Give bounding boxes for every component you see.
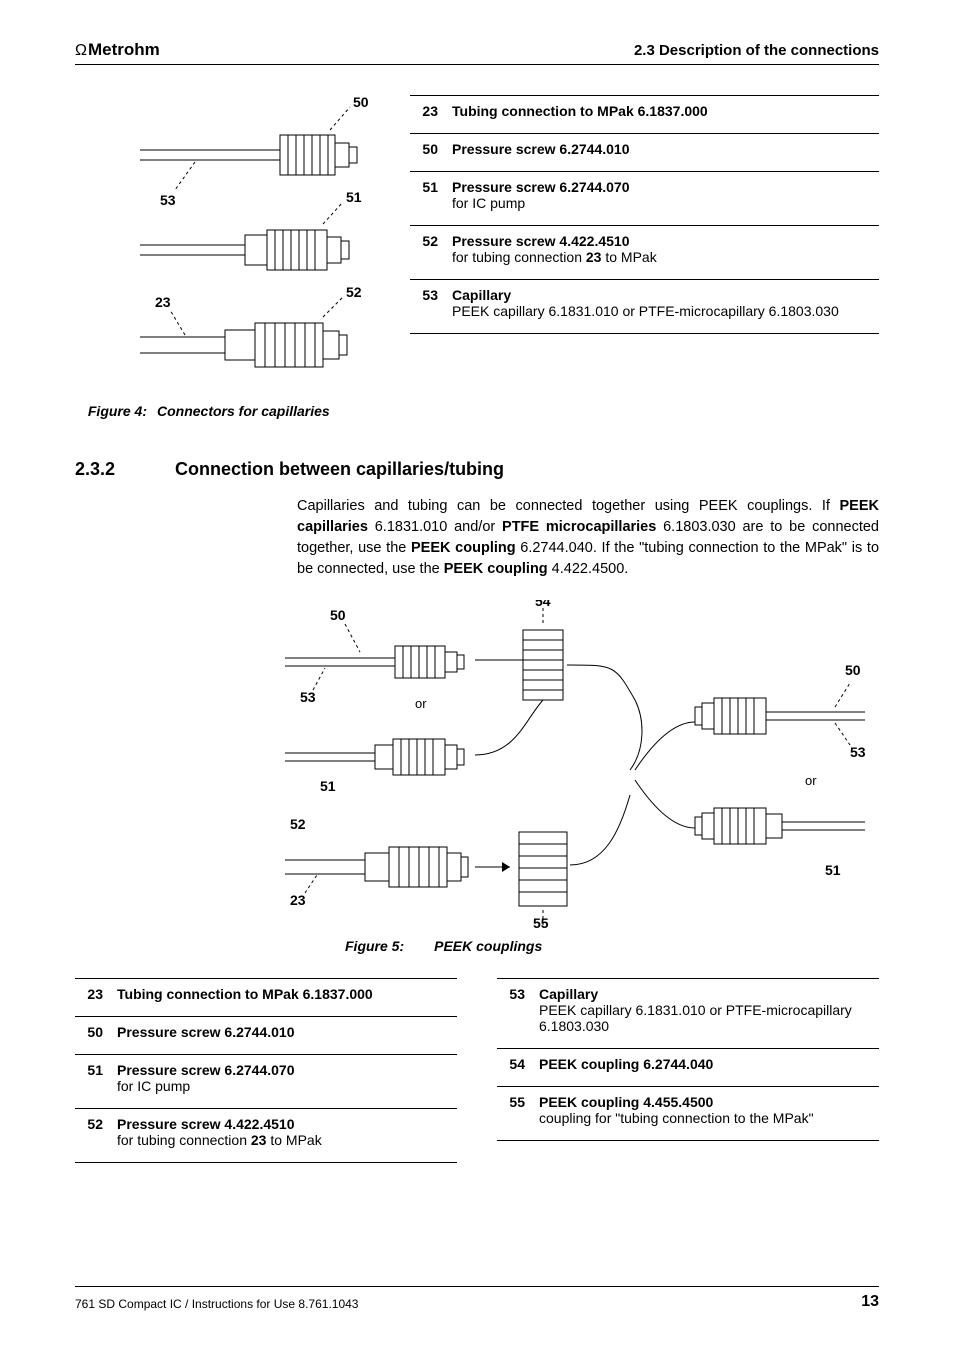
svg-text:50: 50 — [330, 607, 346, 623]
legend-num: 51 — [75, 1062, 103, 1094]
legend-item: 52 Pressure screw 4.422.4510 for tubing … — [410, 225, 879, 279]
svg-text:53: 53 — [850, 744, 866, 760]
figure4-caption: Figure 4: Connectors for capillaries — [75, 403, 375, 419]
svg-text:or: or — [805, 773, 817, 788]
section-232-title: Connection between capillaries/tubing — [175, 459, 504, 480]
legend-desc: for tubing connection 23 to MPak — [452, 249, 879, 265]
figure5-legend-right: 53 Capillary PEEK capillary 6.1831.010 o… — [497, 978, 879, 1163]
legend-item: 54 PEEK coupling 6.2744.040 — [497, 1048, 879, 1086]
legend-title: Pressure screw 6.2744.070 — [117, 1062, 457, 1078]
section-232-num: 2.3.2 — [75, 459, 135, 480]
fig4-label-53: 53 — [160, 192, 176, 208]
section-232-heading: 2.3.2 Connection between capillaries/tub… — [75, 459, 879, 480]
figure5-wrap: 50 53 or 51 — [275, 600, 879, 930]
legend-num: 52 — [410, 233, 438, 265]
svg-text:51: 51 — [825, 862, 841, 878]
legend-item: 50 Pressure screw 6.2744.010 — [410, 133, 879, 171]
figure5-legend-left: 23 Tubing connection to MPak 6.1837.000 … — [75, 978, 457, 1163]
connector-52: 52 23 — [140, 284, 362, 367]
legend-title: Tubing connection to MPak 6.1837.000 — [117, 986, 457, 1002]
figure4-column: 50 53 51 — [75, 95, 375, 419]
legend-num: 51 — [410, 179, 438, 211]
fig4-label-52: 52 — [346, 284, 362, 300]
legend-item: 23 Tubing connection to MPak 6.1837.000 — [75, 978, 457, 1016]
svg-text:or: or — [415, 696, 427, 711]
figure5-caption: Figure 5: PEEK couplings — [345, 938, 879, 954]
figure4-caption-text: Connectors for capillaries — [157, 403, 375, 419]
section-title: 2.3 Description of the connections — [634, 42, 879, 59]
figure4-row: 50 53 51 — [75, 95, 879, 419]
page-footer: 761 SD Compact IC / Instructions for Use… — [75, 1286, 879, 1311]
svg-text:52: 52 — [290, 816, 306, 832]
figure4-legend: 23 Tubing connection to MPak 6.1837.000 … — [410, 95, 879, 419]
figure4-caption-label: Figure 4: — [75, 403, 147, 419]
brand-omega-icon: Ω — [75, 42, 87, 59]
legend-desc: for tubing connection 23 to MPak — [117, 1132, 457, 1148]
legend-num: 50 — [410, 141, 438, 157]
legend-desc: for IC pump — [117, 1078, 457, 1094]
fig4-label-50: 50 — [353, 95, 369, 110]
legend-num: 53 — [410, 287, 438, 319]
legend-item: 53 Capillary PEEK capillary 6.1831.010 o… — [497, 978, 879, 1048]
fig4-label-23: 23 — [155, 294, 171, 310]
legend-title: PEEK coupling 4.455.4500 — [539, 1094, 879, 1110]
legend-title: Pressure screw 4.422.4510 — [117, 1116, 457, 1132]
legend-item: 50 Pressure screw 6.2744.010 — [75, 1016, 457, 1054]
fig4-label-51: 51 — [346, 189, 362, 205]
connector-50: 50 53 — [140, 95, 369, 208]
legend-title: Capillary — [539, 986, 879, 1002]
brand-name: Metrohm — [88, 40, 160, 59]
legend-num: 50 — [75, 1024, 103, 1040]
legend-title: Capillary — [452, 287, 879, 303]
legend-num: 23 — [75, 986, 103, 1002]
legend-num: 55 — [497, 1094, 525, 1126]
figure4-svg: 50 53 51 — [75, 95, 375, 395]
legend-title: PEEK coupling 6.2744.040 — [539, 1056, 879, 1072]
legend-item: 52 Pressure screw 4.422.4510 for tubing … — [75, 1108, 457, 1163]
brand: ΩMetrohm — [75, 40, 160, 60]
svg-text:23: 23 — [290, 892, 306, 908]
legend-num: 54 — [497, 1056, 525, 1072]
legend-item: 53 Capillary PEEK capillary 6.1831.010 o… — [410, 279, 879, 334]
legend-item: 51 Pressure screw 6.2744.070 for IC pump — [410, 171, 879, 225]
svg-text:53: 53 — [300, 689, 316, 705]
legend-num: 53 — [497, 986, 525, 1034]
legend-num: 23 — [410, 103, 438, 119]
legend-title: Pressure screw 6.2744.010 — [117, 1024, 457, 1040]
figure5-caption-text: PEEK couplings — [434, 938, 542, 954]
legend-title: Pressure screw 4.422.4510 — [452, 233, 879, 249]
legend-title: Pressure screw 6.2744.070 — [452, 179, 879, 195]
figure5-svg: 50 53 or 51 — [275, 600, 875, 930]
legend-num: 52 — [75, 1116, 103, 1148]
legend-item: 55 PEEK coupling 4.455.4500 coupling for… — [497, 1086, 879, 1141]
figure5-legend: 23 Tubing connection to MPak 6.1837.000 … — [75, 978, 879, 1163]
svg-text:55: 55 — [533, 915, 549, 930]
legend-desc: for IC pump — [452, 195, 879, 211]
figure5-caption-label: Figure 5: — [345, 938, 404, 954]
legend-item: 23 Tubing connection to MPak 6.1837.000 — [410, 95, 879, 133]
svg-text:51: 51 — [320, 778, 336, 794]
legend-title: Pressure screw 6.2744.010 — [452, 141, 879, 157]
legend-desc: PEEK capillary 6.1831.010 or PTFE-microc… — [539, 1002, 879, 1034]
legend-desc: PEEK capillary 6.1831.010 or PTFE-microc… — [452, 303, 879, 319]
legend-title: Tubing connection to MPak 6.1837.000 — [452, 103, 879, 119]
legend-desc: coupling for "tubing connection to the M… — [539, 1110, 879, 1126]
section-232-paragraph: Capillaries and tubing can be connected … — [297, 496, 879, 580]
footer-page-number: 13 — [861, 1293, 879, 1311]
svg-text:50: 50 — [845, 662, 861, 678]
page-header: ΩMetrohm 2.3 Description of the connecti… — [75, 40, 879, 65]
svg-text:54: 54 — [535, 600, 551, 609]
legend-item: 51 Pressure screw 6.2744.070 for IC pump — [75, 1054, 457, 1108]
footer-doc-ref: 761 SD Compact IC / Instructions for Use… — [75, 1297, 358, 1311]
